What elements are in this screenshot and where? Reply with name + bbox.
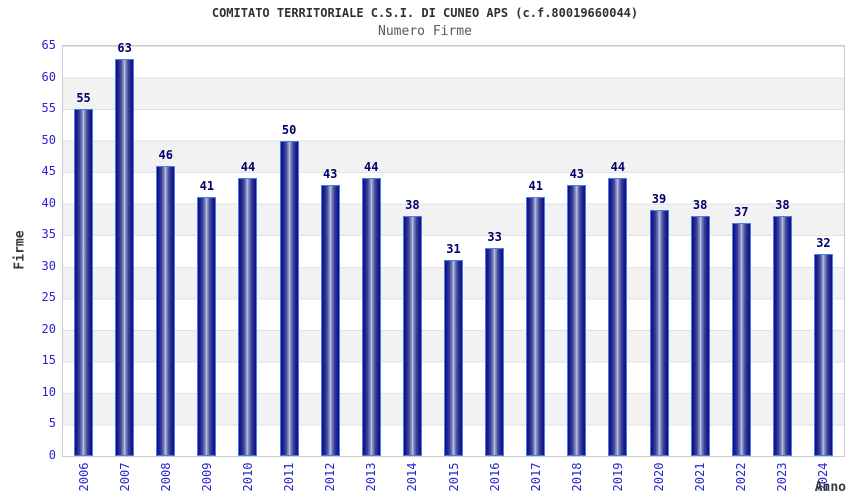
bar-2020 (649, 210, 669, 456)
bar-value-label-2021: 38 (692, 198, 708, 212)
bar-value-label-2009: 41 (199, 179, 215, 193)
y-axis-tick-50: 50 (41, 132, 56, 147)
x-axis-tick-2018: 2018 (569, 462, 584, 492)
y-axis-tick-10: 10 (41, 384, 56, 399)
y-axis-tick-55: 55 (41, 101, 56, 116)
bar-2019 (608, 178, 628, 456)
y-axis-tick-15: 15 (41, 353, 56, 368)
y-axis-tick-5: 5 (48, 416, 56, 431)
bar-2018 (567, 185, 587, 456)
bar-value-label-2018: 43 (569, 167, 585, 181)
x-axis-tick-2007: 2007 (117, 462, 132, 492)
bar-value-label-2013: 44 (364, 160, 379, 174)
x-axis-tick-2008: 2008 (158, 462, 173, 492)
chart-subtitle: Numero Firme (378, 24, 472, 39)
bar-value-label-2006: 55 (76, 91, 91, 105)
x-axis-tick-2016: 2016 (487, 462, 502, 492)
bar-2014 (402, 216, 422, 456)
bar-value-label-2015: 31 (446, 242, 461, 256)
x-axis-tick-2014: 2014 (405, 462, 420, 492)
bar-2023 (772, 216, 792, 456)
bar-value-label-2012: 43 (322, 167, 338, 181)
bar-2021 (690, 216, 710, 456)
x-axis-title: Anno (814, 480, 846, 495)
y-axis-tick-40: 40 (41, 195, 56, 210)
bar-2011 (279, 141, 299, 456)
bar-value-label-2007: 63 (117, 41, 132, 55)
y-axis-tick-0: 0 (48, 448, 56, 462)
bar-2008 (156, 166, 176, 456)
bar-2009 (197, 197, 217, 456)
chart-title: COMITATO TERRITORIALE C.S.I. DI CUNEO AP… (211, 6, 639, 20)
y-axis-tick-35: 35 (41, 227, 56, 242)
bar-2017 (526, 197, 546, 456)
plot-area: 55 63 46 41 44 50 43 44 38 31 33 41 43 44 39 38 37 38 32 (62, 41, 845, 457)
bar-value-label-2019: 44 (610, 160, 626, 174)
y-axis-tick-45: 45 (41, 164, 56, 179)
y-axis-tick-60: 60 (41, 69, 56, 84)
x-axis-tick-2022: 2022 (734, 462, 749, 492)
x-axis-tick-2023: 2023 (775, 462, 790, 492)
x-axis-tick-2020: 2020 (652, 462, 667, 492)
bar-value-label-2023: 38 (775, 198, 790, 212)
x-axis-tick-2009: 2009 (199, 462, 214, 492)
bar-value-label-2017: 41 (528, 179, 543, 193)
x-axis-tick-2019: 2019 (610, 462, 625, 492)
bar-2012 (320, 185, 340, 456)
bar-2007 (115, 59, 135, 456)
bar-value-label-2008: 46 (158, 148, 173, 162)
bar-2010 (238, 178, 258, 456)
x-axis-tick-2017: 2017 (528, 462, 543, 492)
x-axis-tick-2015: 2015 (446, 462, 461, 492)
bar-value-label-2011: 50 (281, 123, 297, 137)
bar-2006 (74, 109, 94, 456)
y-axis-tick-65: 65 (41, 38, 56, 52)
x-axis-tick-2010: 2010 (240, 462, 255, 492)
x-axis-tick-2012: 2012 (323, 462, 338, 492)
bar-2022 (731, 223, 751, 456)
bar-value-label-2010: 44 (240, 160, 256, 174)
bar-value-label-2024: 32 (816, 236, 831, 250)
bar-2024 (813, 254, 833, 456)
bar-2015 (444, 260, 463, 456)
bar-2016 (485, 248, 505, 456)
x-axis-tick-2021: 2021 (693, 462, 708, 492)
y-axis-tick-20: 20 (41, 321, 56, 336)
x-axis-tick-2006: 2006 (76, 462, 91, 492)
y-axis-tick-25: 25 (41, 290, 56, 305)
bar-value-label-2014: 38 (405, 198, 420, 212)
x-axis-tick-2011: 2011 (282, 462, 297, 492)
bar-value-label-2016: 33 (487, 230, 502, 244)
bar-value-label-2022: 37 (734, 205, 749, 219)
bar-2013 (361, 178, 381, 456)
x-axis-tick-2013: 2013 (364, 462, 379, 492)
y-axis-tick-30: 30 (41, 258, 56, 273)
bar-value-label-2020: 39 (651, 192, 667, 206)
